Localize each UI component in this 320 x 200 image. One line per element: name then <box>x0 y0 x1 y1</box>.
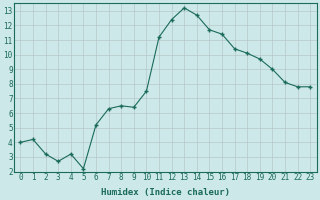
X-axis label: Humidex (Indice chaleur): Humidex (Indice chaleur) <box>101 188 230 197</box>
